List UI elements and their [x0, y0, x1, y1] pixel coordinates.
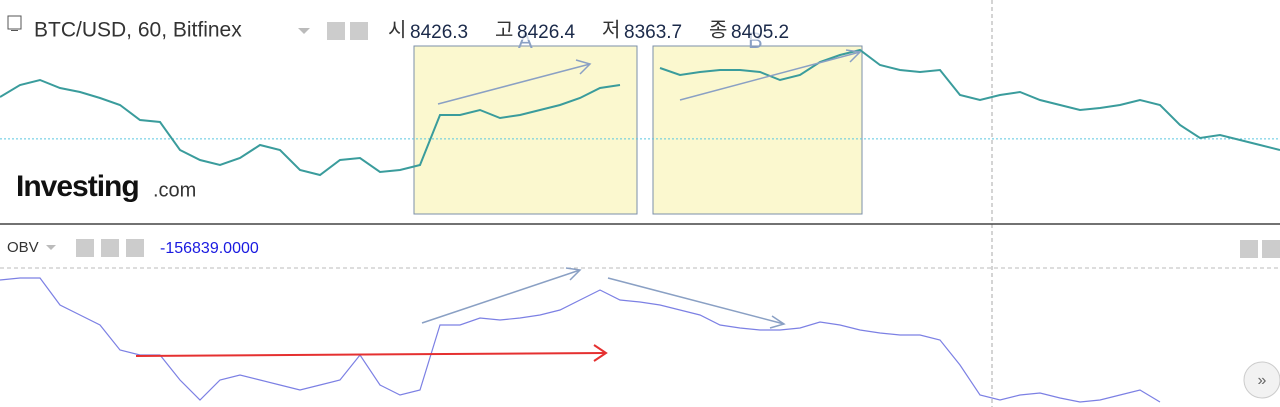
close-button[interactable] [126, 239, 144, 257]
indicator-title[interactable]: OBV [7, 239, 39, 256]
ohlc-value: 8426.3 [410, 22, 468, 43]
ohlc-label: 저 [602, 18, 620, 41]
indicator-value: -156839.0000 [160, 240, 259, 257]
series-line [0, 277, 1161, 403]
dropdown[interactable] [298, 28, 310, 34]
ohlc-value: 8426.4 [517, 22, 576, 43]
scroll-icon: » [1258, 372, 1267, 389]
ohlc-label: 종 [709, 19, 727, 41]
ohlc-label: 고 [495, 19, 513, 41]
visibility-button[interactable] [76, 239, 94, 257]
symbol-title[interactable]: BTC/USD, 60, Bitfinex [34, 19, 242, 42]
settings-button[interactable] [350, 22, 368, 40]
move-up-button[interactable] [1240, 240, 1258, 258]
dropdown[interactable] [46, 245, 56, 250]
visibility-button[interactable] [327, 22, 345, 40]
ohlc-value: 8363.7 [624, 22, 682, 43]
ohlc-label: 시 [388, 19, 406, 41]
logo: Investing [16, 170, 139, 203]
arrows [135, 49, 862, 362]
series-line [0, 48, 1280, 177]
header-bg [0, 0, 860, 40]
annotation-box [413, 45, 638, 215]
settings-button[interactable] [101, 239, 119, 257]
logo: .com [153, 179, 196, 201]
collapse-button[interactable] [7, 15, 22, 30]
scroll-button[interactable] [1243, 361, 1280, 399]
ohlc-value: 8405.2 [731, 22, 789, 43]
maximize-button[interactable] [1262, 240, 1280, 258]
